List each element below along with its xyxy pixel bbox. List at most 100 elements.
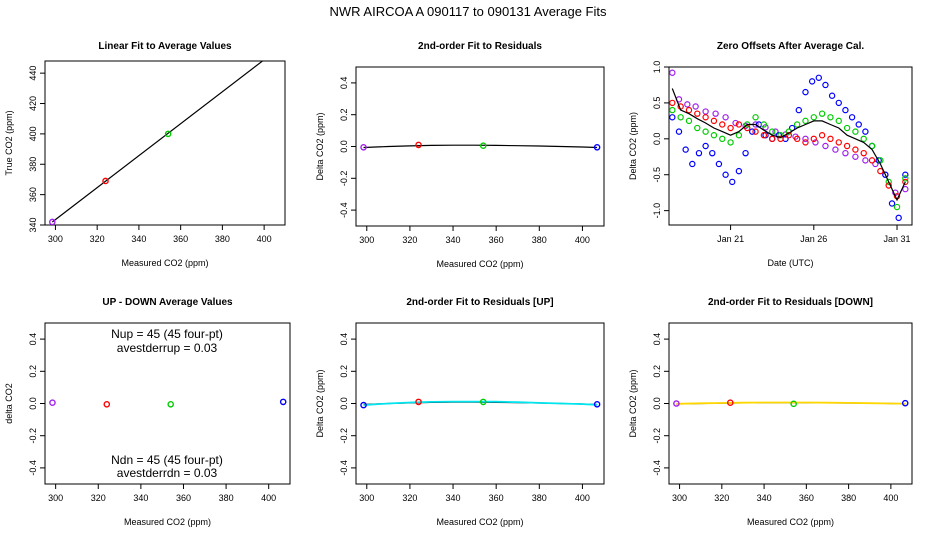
- green-point: [677, 114, 684, 121]
- y-tick-label: 0.4: [652, 333, 662, 346]
- red-point: [752, 128, 759, 135]
- data-layer: [360, 398, 601, 409]
- data-point: [415, 141, 422, 149]
- x-tick-label: 320: [402, 493, 417, 503]
- x-axis-label: Measured CO2 (ppm): [121, 258, 208, 268]
- y-tick-label: 0.0: [28, 397, 38, 410]
- red-point: [860, 149, 867, 157]
- green-point: [885, 178, 892, 186]
- panel-title: UP - DOWN Average Values: [102, 297, 233, 308]
- green-point: [810, 114, 818, 121]
- purple-point: [772, 128, 779, 135]
- x-tick-label: 320: [402, 235, 417, 245]
- y-tick-label: 0.0: [652, 397, 662, 410]
- data-point: [593, 401, 601, 408]
- blue-point: [795, 106, 803, 114]
- x-tick-label: 340: [446, 235, 461, 245]
- green-point: [827, 114, 834, 121]
- purple-point: [852, 153, 859, 160]
- y-tick-label: 0.2: [339, 108, 349, 121]
- x-tick-label: 380: [215, 234, 230, 244]
- red-point: [768, 135, 776, 143]
- blue-point: [682, 146, 689, 153]
- red-point: [818, 132, 826, 139]
- green-point: [793, 121, 801, 128]
- x-axis-label: Measured CO2 (ppm): [747, 517, 834, 527]
- data-point: [103, 401, 111, 408]
- panel-title: Linear Fit to Average Values: [98, 41, 232, 52]
- blue-point: [695, 149, 703, 157]
- purple-point: [669, 69, 676, 76]
- green-point: [818, 110, 826, 117]
- data-point: [479, 142, 487, 150]
- panel-title: 2nd-order Fit to Residuals [UP]: [406, 297, 553, 308]
- blue-point: [802, 88, 809, 96]
- purple-point: [902, 185, 909, 193]
- y-tick-label: -0.5: [652, 167, 662, 183]
- blue-point: [842, 106, 849, 114]
- purple-point: [812, 139, 819, 146]
- red-point: [802, 139, 809, 146]
- data-point: [479, 398, 487, 406]
- x-tick-label: 380: [532, 493, 547, 503]
- data-point: [360, 143, 367, 151]
- y-tick-label: 440: [28, 66, 38, 81]
- green-point: [685, 117, 693, 125]
- y-tick-label: -0.4: [339, 202, 349, 218]
- blue-point: [689, 160, 696, 168]
- purple-point: [802, 135, 809, 143]
- blue-point: [735, 167, 743, 175]
- x-tick-label: Jan 26: [800, 234, 827, 244]
- y-tick-label: 360: [28, 187, 38, 202]
- y-tick-label: 380: [28, 157, 38, 172]
- blue-point: [828, 92, 836, 99]
- x-tick-label: 380: [219, 493, 234, 503]
- blue-point: [742, 149, 749, 157]
- plot-frame: [668, 66, 913, 226]
- x-tick-label: 400: [261, 493, 276, 503]
- green-point: [719, 135, 726, 143]
- red-point: [852, 146, 859, 153]
- y-tick-label: 0.5: [652, 97, 662, 110]
- data-point: [901, 399, 909, 407]
- green-point: [710, 132, 718, 139]
- red-point: [760, 132, 768, 139]
- x-tick-label: 320: [714, 493, 729, 503]
- green-point: [727, 139, 734, 146]
- panel-linear-fit: Linear Fit to Average Values 300 320 340 360…: [4, 41, 286, 268]
- red-point: [835, 139, 842, 146]
- panel-zero-offsets: Zero Offsets After Average Cal. Jan 21 Jan…: [628, 41, 913, 268]
- annotation-nup: Nup = 45 (45 four-pt): [111, 327, 223, 341]
- x-tick-label: 400: [575, 493, 590, 503]
- red-point: [793, 135, 801, 143]
- green-point: [802, 117, 809, 125]
- purple-point: [872, 160, 879, 168]
- y-tick-label: 0.4: [28, 333, 38, 346]
- purple-point: [722, 114, 729, 121]
- red-point: [744, 124, 751, 132]
- red-point: [727, 124, 734, 132]
- x-tick-label: 300: [359, 235, 374, 245]
- x-tick-label: 380: [841, 493, 856, 503]
- red-point: [669, 99, 676, 107]
- y-tick-label: 340: [28, 217, 38, 232]
- data-point: [593, 143, 601, 151]
- y-axis-label: Delta CO2 (ppm): [628, 112, 638, 180]
- purple-point: [692, 103, 699, 110]
- y-tick-label: -0.2: [339, 428, 349, 444]
- y-axis-label: True CO2 (ppm): [4, 110, 14, 175]
- green-point: [868, 142, 876, 150]
- y-tick-label: -0.4: [339, 460, 349, 476]
- green-point: [835, 117, 842, 125]
- blue-point: [882, 171, 889, 178]
- x-tick-label: 340: [757, 493, 772, 503]
- blue-point: [855, 121, 862, 128]
- data-point: [102, 177, 109, 185]
- data-point: [167, 401, 174, 408]
- y-tick-label: -0.4: [652, 460, 662, 476]
- blue-point: [729, 178, 736, 186]
- panel-up-down: Nup = 45 (45 four-pt) avestderrup = 0.03…: [4, 297, 291, 527]
- x-tick-label: Jan 21: [717, 234, 744, 244]
- green-point: [860, 135, 867, 143]
- x-tick-label: 340: [133, 493, 148, 503]
